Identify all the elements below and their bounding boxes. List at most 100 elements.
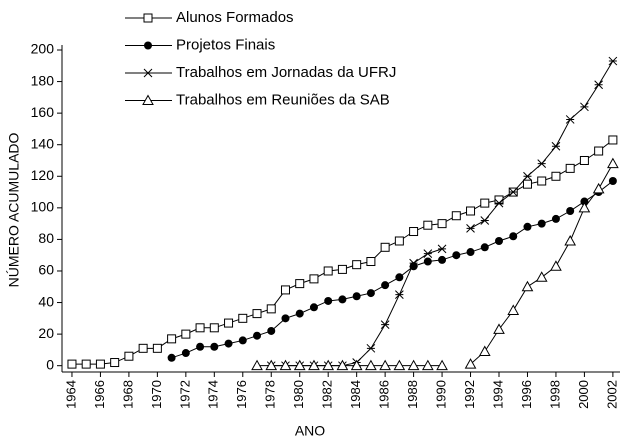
marker [295, 279, 305, 289]
marker-square [124, 351, 134, 361]
marker-circle [324, 296, 333, 305]
marker-square [280, 285, 290, 295]
marker [224, 339, 233, 348]
marker-asterisk [466, 224, 475, 233]
marker-square [608, 135, 618, 145]
marker-square [81, 359, 91, 369]
marker [381, 281, 390, 290]
x-tick-label: 1984 [348, 380, 363, 409]
marker-square [579, 155, 589, 165]
marker-triangle [535, 271, 548, 282]
y-tick-label: 140 [31, 135, 55, 151]
marker [366, 257, 376, 267]
marker [566, 207, 575, 215]
marker [423, 249, 433, 258]
marker [507, 304, 520, 315]
marker [210, 342, 219, 351]
marker-square [167, 334, 177, 344]
y-axis-label: NÚMERO ACUMULADO [6, 132, 22, 287]
marker [537, 219, 546, 228]
marker [238, 313, 248, 323]
x-tick-label: 1988 [405, 380, 420, 409]
marker-asterisk [423, 249, 433, 258]
marker [352, 292, 361, 301]
marker [480, 198, 490, 208]
series-line [71, 139, 614, 365]
marker-triangle [350, 359, 363, 371]
marker [564, 234, 577, 246]
marker-circle [352, 292, 361, 301]
marker [407, 359, 420, 371]
marker [323, 266, 333, 276]
marker-square [138, 343, 148, 353]
marker [393, 359, 406, 371]
marker [523, 171, 532, 181]
marker [267, 326, 276, 335]
marker [152, 343, 162, 353]
x-tick-label: 1970 [149, 380, 164, 409]
marker [394, 236, 404, 246]
marker [280, 285, 290, 295]
marker-square [594, 146, 604, 156]
marker-asterisk [380, 320, 390, 330]
marker-circle [181, 349, 190, 358]
marker [509, 232, 518, 241]
marker [594, 80, 604, 90]
marker [466, 206, 476, 216]
marker [464, 358, 477, 369]
marker [438, 255, 447, 264]
y-tick-label: 120 [31, 167, 55, 183]
marker [95, 359, 105, 369]
marker [143, 13, 153, 23]
marker-asterisk [551, 141, 561, 151]
marker-triangle [142, 94, 154, 105]
marker-circle [495, 236, 504, 245]
series-line [470, 60, 614, 229]
marker-triangle [308, 359, 320, 371]
marker-square [394, 236, 404, 246]
marker [138, 343, 148, 353]
marker [380, 242, 390, 252]
marker-asterisk [143, 68, 153, 78]
y-tick-label: 20 [38, 325, 54, 341]
marker-square [323, 266, 333, 276]
marker [494, 198, 504, 208]
y-tick-label: 160 [31, 104, 55, 120]
x-tick-label: 1982 [320, 380, 335, 409]
marker-circle [466, 248, 475, 257]
marker-circle [438, 255, 447, 264]
series-line [171, 180, 614, 359]
marker-circle [253, 331, 262, 340]
marker [466, 248, 475, 257]
marker-circle [608, 177, 617, 186]
marker [293, 359, 306, 371]
marker [253, 331, 262, 340]
marker [252, 309, 262, 319]
marker [466, 224, 475, 233]
marker [67, 359, 77, 369]
marker [395, 273, 404, 282]
marker-square [466, 206, 476, 216]
x-tick-label: 1986 [377, 380, 392, 409]
marker-triangle [578, 201, 591, 213]
y-tick-label: 40 [38, 293, 54, 309]
marker [366, 289, 375, 298]
marker [295, 309, 304, 318]
x-tick-label: 1976 [234, 380, 249, 409]
marker-square [352, 260, 362, 270]
marker-triangle [279, 359, 292, 371]
marker-asterisk [594, 80, 604, 90]
legend-label: Trabalhos em Reuniões da SAB [176, 91, 390, 108]
marker [251, 359, 263, 371]
marker-square [423, 220, 433, 230]
marker [409, 227, 419, 237]
series-line [470, 163, 614, 365]
marker [608, 135, 618, 145]
marker [551, 141, 561, 151]
marker-triangle [521, 280, 534, 292]
marker [338, 295, 347, 304]
marker [322, 359, 335, 371]
marker-circle [537, 219, 546, 228]
x-tick-label: 1966 [92, 380, 107, 409]
x-tick-label: 1980 [291, 380, 306, 409]
